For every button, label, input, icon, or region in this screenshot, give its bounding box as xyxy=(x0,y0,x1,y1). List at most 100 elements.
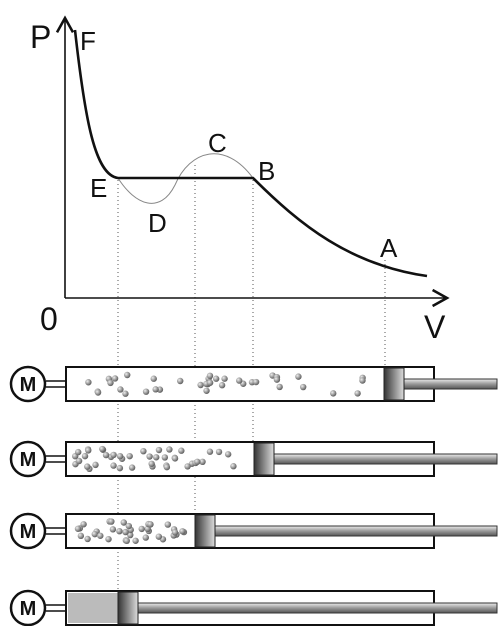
liquid xyxy=(68,593,118,623)
diagram: P V 0 F C B E D A MMMM xyxy=(0,0,499,626)
molecule xyxy=(253,379,259,385)
molecule xyxy=(146,453,152,459)
molecule xyxy=(156,533,162,539)
molecule xyxy=(122,391,128,397)
piston-rod xyxy=(213,526,497,536)
molecule xyxy=(225,451,231,457)
piston xyxy=(195,515,215,547)
molecule xyxy=(207,380,213,386)
molecule xyxy=(184,463,190,469)
motor-label: M xyxy=(20,521,37,543)
molecule xyxy=(221,376,227,382)
molecule xyxy=(116,528,122,534)
motor-label: M xyxy=(20,598,37,620)
molecule xyxy=(140,448,146,454)
molecule xyxy=(166,446,172,452)
molecule xyxy=(236,377,242,383)
molecule xyxy=(85,379,91,385)
molecule xyxy=(97,533,103,539)
point-label: F xyxy=(80,26,96,56)
molecule xyxy=(84,463,90,469)
origin-label: 0 xyxy=(40,301,58,337)
molecule xyxy=(276,384,282,390)
molecule xyxy=(126,523,132,529)
molecule xyxy=(112,375,118,381)
molecule xyxy=(117,386,123,392)
molecule xyxy=(84,536,90,542)
molecule xyxy=(148,461,154,467)
piston xyxy=(118,592,138,624)
molecule xyxy=(124,538,130,544)
molecule xyxy=(124,372,130,378)
molecule xyxy=(207,449,213,455)
molecule xyxy=(129,464,135,470)
molecule xyxy=(203,388,209,394)
molecule xyxy=(78,533,84,539)
point-label: B xyxy=(258,156,275,186)
molecule xyxy=(75,449,81,455)
molecule xyxy=(110,526,116,532)
molecule xyxy=(295,373,301,379)
molecule xyxy=(143,388,149,394)
molecule xyxy=(359,377,365,383)
y-label: P xyxy=(30,19,51,55)
molecule xyxy=(139,526,145,532)
molecule xyxy=(76,458,82,464)
molecule xyxy=(172,455,178,461)
molecule xyxy=(75,526,81,532)
molecule xyxy=(126,453,132,459)
molecule xyxy=(147,521,153,527)
molecule xyxy=(105,536,111,542)
molecule xyxy=(219,382,225,388)
piston-rod xyxy=(272,454,497,464)
x-label: V xyxy=(424,309,446,345)
molecule xyxy=(197,382,203,388)
molecule xyxy=(122,529,128,535)
piston-rod xyxy=(136,603,497,613)
molecule xyxy=(82,453,88,459)
molecule xyxy=(207,373,213,379)
molecule xyxy=(164,464,170,470)
point-label: C xyxy=(208,128,227,158)
molecule xyxy=(162,454,168,460)
molecule xyxy=(143,534,149,540)
cylinders: M M M M xyxy=(11,367,497,625)
molecule xyxy=(216,449,222,455)
molecule xyxy=(194,459,200,465)
molecule xyxy=(213,376,219,382)
molecule xyxy=(92,462,98,468)
molecule xyxy=(179,528,185,534)
molecule xyxy=(92,531,98,537)
isotherm xyxy=(75,30,427,276)
molecule xyxy=(110,462,116,468)
molecule xyxy=(300,384,306,390)
piston-rod xyxy=(402,379,497,389)
molecule xyxy=(110,452,116,458)
molecule xyxy=(85,447,91,453)
molecule xyxy=(151,376,157,382)
piston xyxy=(254,443,274,475)
molecule xyxy=(177,378,183,384)
molecule xyxy=(107,380,113,386)
molecule xyxy=(117,453,123,459)
molecule xyxy=(230,463,236,469)
molecule xyxy=(132,538,138,544)
piston xyxy=(384,368,404,400)
point-label: A xyxy=(380,233,398,263)
molecule xyxy=(117,465,123,471)
molecule xyxy=(172,529,178,535)
molecule xyxy=(156,447,162,453)
molecule xyxy=(103,452,109,458)
point-label: E xyxy=(90,173,107,203)
molecule xyxy=(99,446,105,452)
molecule xyxy=(178,448,184,454)
molecule xyxy=(152,386,158,392)
molecule xyxy=(95,389,101,395)
molecule xyxy=(330,390,336,396)
motor-label: M xyxy=(20,374,37,396)
molecule xyxy=(354,390,360,396)
molecule xyxy=(108,518,114,524)
molecule xyxy=(80,521,86,527)
motor-label: M xyxy=(20,449,37,471)
molecule xyxy=(274,376,280,382)
